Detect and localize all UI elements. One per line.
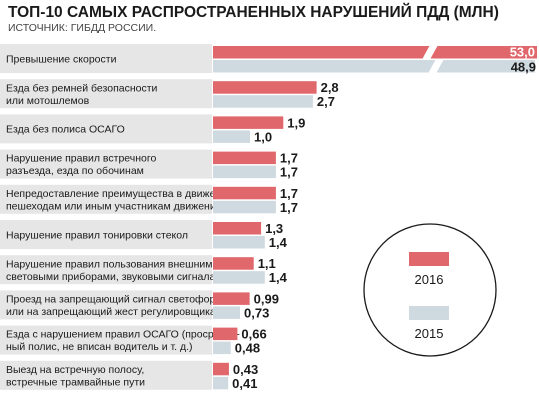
value-label-2015: 0,48 [235, 341, 260, 356]
category-label: Езда с нарушением правил ОСАГО (просроче… [6, 329, 240, 341]
category-label: Выезд на встречную полосу, [6, 364, 144, 376]
category-label: Езда без ремней безопасности [6, 82, 158, 94]
bar-2015 [213, 130, 250, 143]
row-label-bg [0, 184, 212, 214]
value-label-2016: 53,0 [510, 45, 535, 60]
row-label-bg [0, 255, 212, 285]
value-label-2015: 48,9 [511, 60, 536, 75]
row-label-bg [0, 79, 212, 109]
value-label-2015: 1,4 [269, 235, 288, 250]
legend-swatch-2016 [409, 252, 449, 266]
row-label-bg [0, 360, 212, 390]
bar-2015 [213, 165, 276, 179]
value-label-2016: 1,7 [280, 186, 298, 201]
legend-label-2016: 2016 [415, 272, 444, 287]
value-label-2016: 0,43 [233, 362, 258, 377]
row-label-bg [0, 149, 212, 179]
value-label-2015: 2,7 [317, 94, 335, 109]
value-label-2015: 1,0 [254, 129, 272, 144]
value-label-2016: 1,9 [287, 115, 305, 130]
row-label-bg [0, 290, 212, 320]
category-label: Превышение скорости [6, 53, 117, 65]
chart-title: ТОП-10 САМЫХ РАСПРОСТРАНЕННЫХ НАРУШЕНИЙ … [8, 4, 499, 21]
category-label: Нарушение правил тонировки стекол [6, 229, 188, 241]
value-label-2015: 1,7 [280, 165, 298, 180]
bar-2016 [213, 292, 250, 305]
axis-break-2016 [422, 45, 438, 60]
bar-2015 [213, 95, 313, 108]
bar-2016 [213, 46, 537, 59]
legend-circle [363, 223, 497, 357]
category-label: встречные трамвайные пути [6, 376, 145, 388]
row-label-bg [0, 114, 212, 144]
value-label-2016: 2,8 [321, 80, 339, 95]
bar-2015 [213, 341, 231, 355]
bar-2015 [213, 236, 265, 249]
category-label: Непредоставление преимущества в движении [6, 188, 233, 200]
bar-2016 [213, 81, 317, 94]
category-label: Проезд на запрещающий сигнал светофора [6, 293, 221, 305]
bar-2015 [213, 200, 276, 214]
bar-2015 [213, 376, 229, 390]
value-label-2016: 1,3 [265, 221, 283, 236]
category-label: разъезда, езда по обочинам [6, 165, 144, 177]
legend-label-2015: 2015 [415, 326, 444, 341]
row-label-bg [0, 44, 212, 73]
category-label: пешеходам или иным участникам движения [6, 200, 221, 212]
bar-2016 [213, 327, 238, 341]
bar-2016 [213, 151, 276, 165]
value-label-2016: 1,7 [280, 151, 298, 166]
bar-2016 [213, 186, 276, 200]
category-label: Езда без полиса ОСАГО [6, 124, 125, 136]
value-label-2016: 0,99 [254, 291, 279, 306]
category-label: Нарушение правил пользования внешними [6, 258, 218, 270]
bar-2016 [213, 116, 284, 129]
bar-2016 [213, 257, 254, 270]
value-label-2015: 0,73 [244, 305, 269, 320]
value-label-2015: 1,4 [269, 270, 288, 285]
category-label: световыми приборами, звуковыми сигналами [6, 271, 229, 283]
bar-2015 [213, 60, 535, 73]
value-label-2016: 1,1 [258, 256, 276, 271]
chart-source: ИСТОЧНИК: ГИБДД РОССИИ. [8, 22, 157, 34]
bar-2015 [213, 271, 265, 284]
value-label-2016: 0,66 [241, 327, 266, 342]
bar-2015 [213, 306, 241, 319]
value-label-2015: 0,41 [232, 376, 257, 391]
value-label-2015: 1,7 [280, 200, 298, 215]
bar-2016 [213, 222, 262, 235]
category-label: или мотошлемов [6, 95, 90, 107]
row-label-bg [0, 325, 212, 355]
row-label-bg [0, 220, 212, 249]
category-label: или на запрещающий жест регулировщика [6, 306, 216, 318]
category-label: Нарушение правил встречного [6, 153, 156, 165]
axis-break-2015 [428, 59, 444, 74]
legend-swatch-2015 [409, 306, 449, 320]
category-label: ный полис, не вписан водитель и т. д.) [6, 341, 193, 353]
bar-2016 [213, 362, 229, 376]
